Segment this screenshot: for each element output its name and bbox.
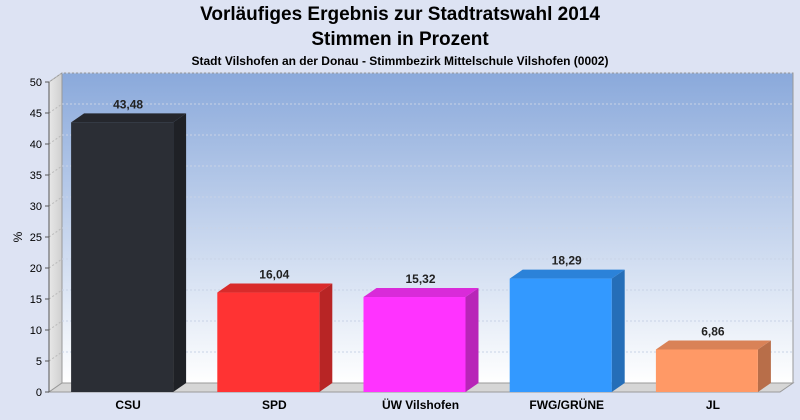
data-label: 18,29 <box>552 254 582 268</box>
chart-title: Vorläufiges Ergebnis zur Stadtratswahl 2… <box>200 4 600 25</box>
x-tick-label: ÜW Vilshofen <box>382 397 459 412</box>
plot-area: 0 5 10 15 20 25 30 35 40 45 50% 43,48 CSU 16,04 SPD 15,… <box>11 72 795 412</box>
y-tick-label: 50 <box>30 77 42 89</box>
y-tick-label: 0 <box>36 387 42 399</box>
chart-subtitle: Stimmen in Prozent <box>311 29 489 50</box>
data-label: 16,04 <box>259 268 289 282</box>
gridline-side <box>48 134 63 145</box>
bar-side <box>319 283 333 392</box>
y-tick-label: 30 <box>30 201 42 213</box>
bar <box>71 122 174 392</box>
gridline-side <box>48 258 63 269</box>
bar <box>217 292 320 392</box>
chart-subtitle-district: Stadt Vilshofen an der Donau - Stimmbezi… <box>191 54 609 68</box>
y-axis-label: % <box>11 231 25 242</box>
y-tick-label: 40 <box>30 139 42 151</box>
gridline-side <box>48 165 63 176</box>
bar-side <box>173 113 187 392</box>
gridline-side <box>48 72 63 83</box>
plot-side-wall <box>48 72 63 393</box>
gridline-side <box>48 289 63 300</box>
gridline-side <box>48 227 63 238</box>
data-label: 6,86 <box>701 324 725 338</box>
bar-side <box>757 340 771 392</box>
x-tick-label: SPD <box>262 398 287 412</box>
y-tick-label: 10 <box>30 325 42 337</box>
bar <box>509 278 612 392</box>
bar-top <box>217 283 333 293</box>
bar <box>655 349 758 392</box>
gridline-side <box>48 351 63 362</box>
y-tick-label: 20 <box>30 263 42 275</box>
y-tick-label: 45 <box>30 108 42 120</box>
data-label: 15,32 <box>405 272 435 286</box>
bar-side <box>611 269 625 392</box>
y-tick-label: 5 <box>36 356 42 368</box>
y-tick-label: 15 <box>30 294 42 306</box>
x-tick-label: CSU <box>115 398 140 412</box>
gridline-side <box>48 196 63 207</box>
x-tick-label: FWG/GRÜNE <box>529 397 604 412</box>
bar-top <box>655 340 771 350</box>
bar-top <box>71 113 187 123</box>
data-label: 43,48 <box>113 97 143 111</box>
gridline-side <box>48 320 63 331</box>
bar-side <box>465 288 479 392</box>
y-tick-label: 25 <box>30 232 42 244</box>
x-tick-label: JL <box>706 398 720 412</box>
bar <box>363 297 466 392</box>
bar-top <box>509 269 625 279</box>
gridline-side <box>48 103 63 114</box>
bar-top <box>363 288 479 298</box>
y-tick-label: 35 <box>30 170 42 182</box>
